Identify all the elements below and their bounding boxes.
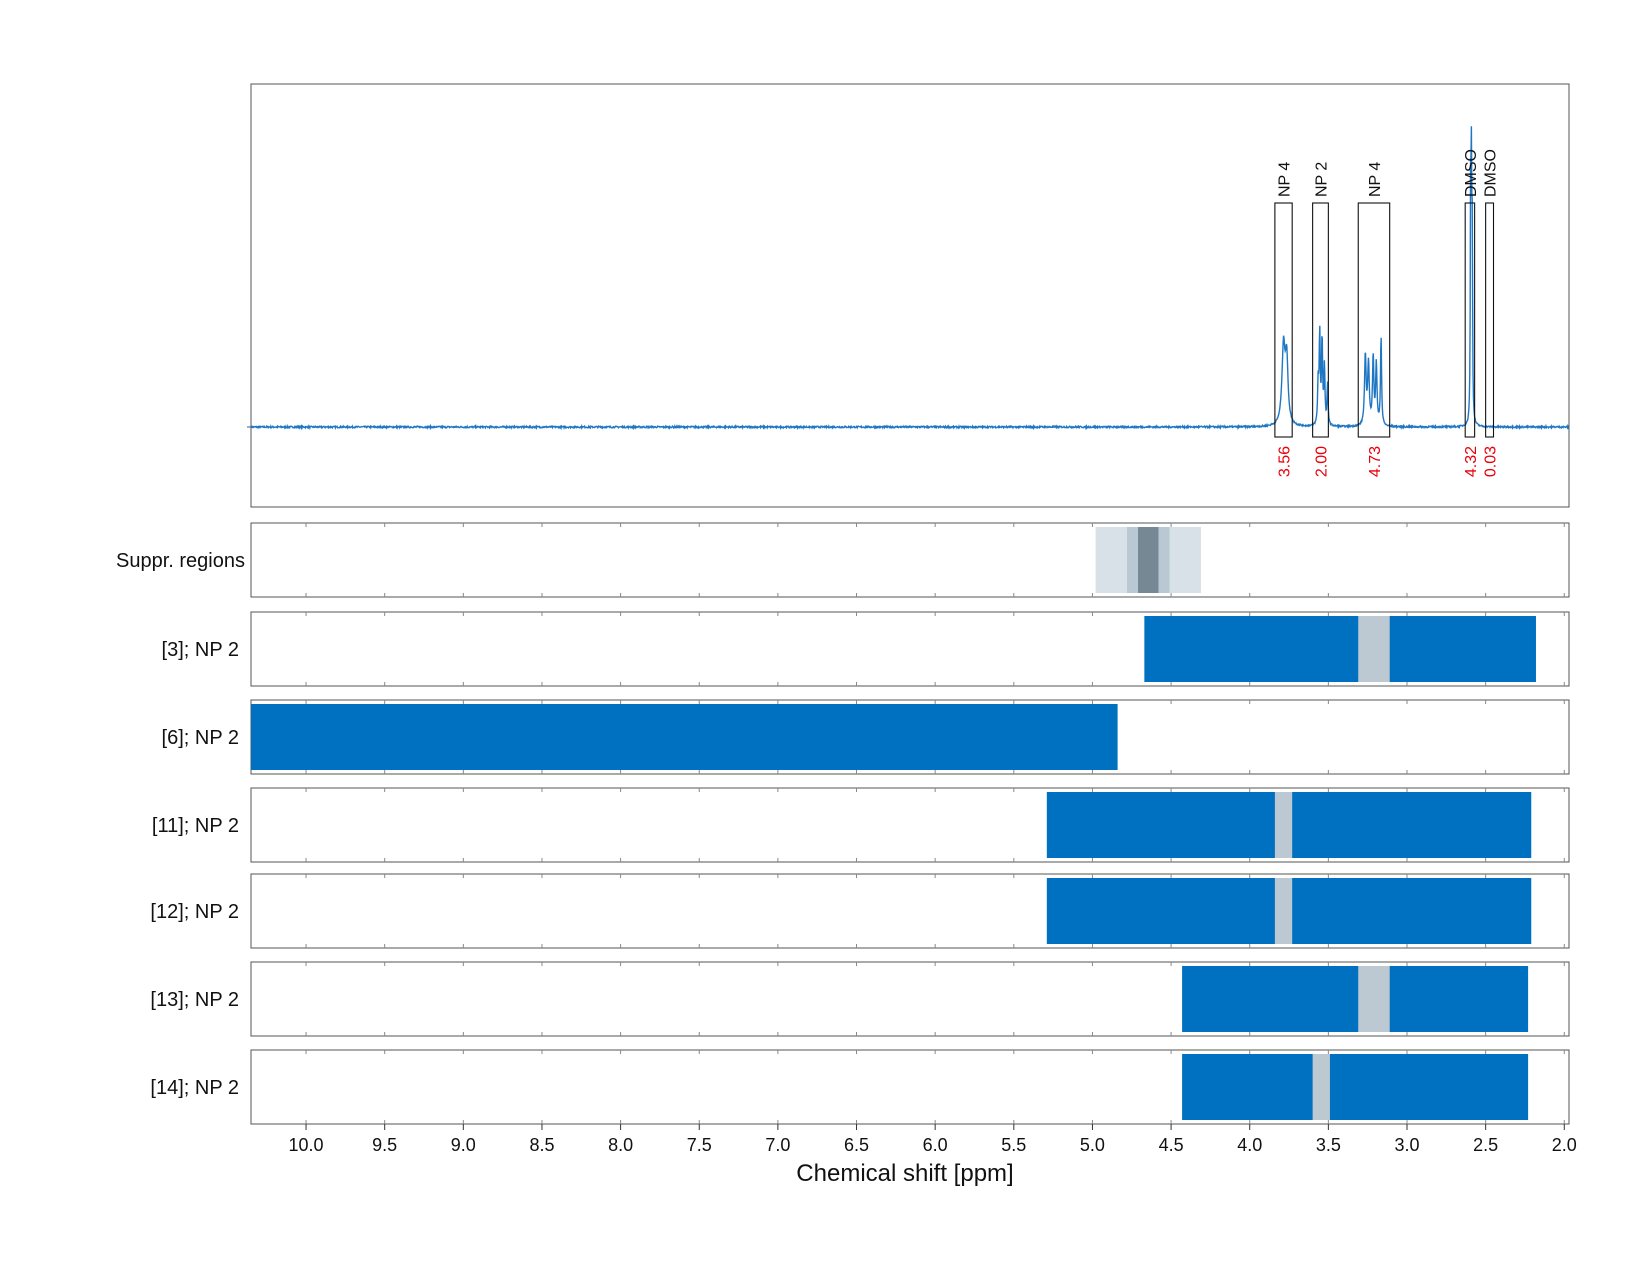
suppression-region (1138, 527, 1159, 593)
integral-value: 4.73 (1367, 446, 1384, 477)
panel-label: [13]; NP 2 (150, 989, 239, 1011)
spectrum-frame (250, 83, 1570, 508)
panel-label: [12]; NP 2 (150, 901, 239, 923)
x-tick-label: 5.5 (1001, 1135, 1026, 1155)
x-tick-label: 8.5 (529, 1135, 554, 1155)
panel-label: [11]; NP 2 (152, 815, 239, 837)
track-gap (1358, 616, 1390, 682)
panel-label: [14]; NP 2 (150, 1077, 239, 1099)
x-tick-label: 3.5 (1316, 1135, 1341, 1155)
x-tick-label: 2.0 (1552, 1135, 1577, 1155)
integral-value: 4.32 (1463, 446, 1480, 477)
integral-label: DMSO (1483, 149, 1500, 197)
spectrum-trace (250, 126, 1570, 431)
track-panel: [14]; NP 2 (150, 1049, 1570, 1125)
integral-box (1357, 202, 1391, 438)
track-gap (1274, 878, 1293, 944)
integral-box (1274, 202, 1293, 438)
x-tick-label: 7.0 (765, 1135, 790, 1155)
x-tick-label: 7.5 (687, 1135, 712, 1155)
track-panel: [3]; NP 2 (162, 611, 1570, 687)
x-tick-label: 3.0 (1394, 1135, 1419, 1155)
integral-label: DMSO (1463, 149, 1480, 197)
track-panel: [6]; NP 2 (162, 699, 1570, 775)
integral-value: 0.03 (1483, 446, 1500, 477)
x-tick-label: 6.0 (923, 1135, 948, 1155)
track-gap (1274, 792, 1293, 858)
x-tick-label: 4.5 (1159, 1135, 1184, 1155)
panel-label: [6]; NP 2 (162, 727, 239, 749)
integral-label: NP 4 (1367, 162, 1384, 197)
spectrum-panel: NP 4 3.56 NP 2 2.00 NP 4 4.73 DMSO 4.32 DMSO 0.03 (247, 83, 1570, 508)
x-tick-label: 9.0 (451, 1135, 476, 1155)
track-gap (1358, 966, 1390, 1032)
x-axis-label: Chemical shift [ppm] (796, 1160, 1013, 1187)
x-tick-label: 10.0 (289, 1135, 324, 1155)
integral-box (1464, 202, 1476, 438)
panel-label: [3]; NP 2 (162, 639, 239, 661)
integral-value: 3.56 (1277, 446, 1294, 477)
track-gap (1312, 1054, 1330, 1120)
integral-label: NP 2 (1313, 162, 1330, 197)
integral-value: 2.00 (1313, 446, 1330, 477)
x-tick-label: 9.5 (372, 1135, 397, 1155)
track-panel: [13]; NP 2 (150, 961, 1570, 1037)
x-tick-label: 8.0 (608, 1135, 633, 1155)
track-panel: [12]; NP 2 (150, 873, 1570, 949)
integral-label: NP 4 (1277, 162, 1294, 197)
track-bar (251, 704, 1118, 770)
x-tick-label: 2.5 (1473, 1135, 1498, 1155)
integral-box (1485, 202, 1495, 438)
integral-box (1312, 202, 1329, 438)
track-panel: [11]; NP 2 (152, 787, 1570, 863)
x-tick-label: 4.0 (1237, 1135, 1262, 1155)
x-tick-label: 6.5 (844, 1135, 869, 1155)
x-axis: 10.0 9.5 9.0 8.5 8.0 7.5 7.0 6.5 6.0 5.5 5.0 4.5 4.0… (289, 1124, 1577, 1155)
panel-label: Suppr. regions (116, 550, 245, 572)
x-tick-label: 5.0 (1080, 1135, 1105, 1155)
track-panels: Suppr. regions [3]; NP 2 [6]; NP 2 [11]; NP… (116, 522, 1570, 1125)
suppression-panel: Suppr. regions (116, 522, 1570, 598)
track-bar (1182, 1054, 1529, 1120)
track-bar (1182, 966, 1529, 1032)
track-bar (1144, 616, 1536, 682)
panel-frame (250, 522, 1570, 598)
